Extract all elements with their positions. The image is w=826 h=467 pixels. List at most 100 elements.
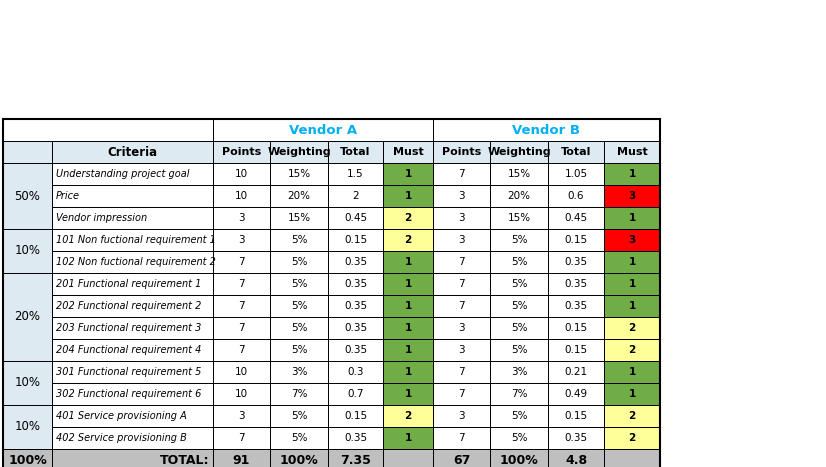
Bar [328,427,383,449]
Text: 15%: 15% [287,213,311,223]
Text: 2: 2 [405,411,411,421]
Bar [52,361,213,383]
Bar [548,427,604,449]
Bar [490,229,548,251]
Bar [604,207,660,229]
Bar [52,383,213,405]
Bar [433,163,490,185]
Bar [213,405,270,427]
Text: 5%: 5% [291,279,307,289]
Bar [270,361,328,383]
Text: 0.35: 0.35 [564,257,587,267]
Text: Points: Points [442,147,481,157]
Text: 3: 3 [629,235,636,245]
Text: 10%: 10% [15,420,40,433]
Bar [604,405,660,427]
Text: Vendor impression: Vendor impression [56,213,147,223]
Bar [604,163,660,185]
Bar [383,427,433,449]
Text: 1: 1 [405,301,411,311]
Text: 4.8: 4.8 [565,454,587,467]
Bar [328,163,383,185]
Text: 7%: 7% [291,389,307,399]
Bar [213,163,270,185]
Bar [270,383,328,405]
Text: 1: 1 [405,433,411,443]
Bar [3,119,213,141]
Bar [52,207,213,229]
Text: 0.45: 0.45 [564,213,587,223]
Bar [52,339,213,361]
Bar [433,119,660,141]
Bar [3,361,52,405]
Text: 7: 7 [458,257,465,267]
Bar [270,141,328,163]
Bar [52,317,213,339]
Text: 0.35: 0.35 [344,279,367,289]
Text: 7.35: 7.35 [340,454,371,467]
Text: 5%: 5% [510,433,527,443]
Text: 100%: 100% [8,454,47,467]
Text: 1: 1 [405,191,411,201]
Bar [383,449,433,467]
Text: TOTAL:: TOTAL: [159,454,209,467]
Bar [490,383,548,405]
Bar [383,251,433,273]
Bar [490,251,548,273]
Bar [213,119,433,141]
Text: 1: 1 [629,389,636,399]
Bar [433,273,490,295]
Bar [328,449,383,467]
Bar [433,339,490,361]
Bar [52,251,213,273]
Text: 20%: 20% [15,311,40,324]
Bar [270,207,328,229]
Bar [52,273,213,295]
Text: 7: 7 [238,433,244,443]
Text: 0.15: 0.15 [564,235,587,245]
Bar [213,427,270,449]
Bar [328,295,383,317]
Bar [604,273,660,295]
Bar [490,317,548,339]
Text: 2: 2 [629,433,636,443]
Text: 2: 2 [629,323,636,333]
Text: 7: 7 [458,389,465,399]
Bar [433,229,490,251]
Text: 402 Service provisioning B: 402 Service provisioning B [56,433,187,443]
Bar [548,449,604,467]
Bar [213,229,270,251]
Text: 101 Non fuctional requirement 1: 101 Non fuctional requirement 1 [56,235,216,245]
Bar [52,405,213,427]
Text: 20%: 20% [507,191,530,201]
Bar [270,273,328,295]
Bar [604,339,660,361]
Text: 1: 1 [405,279,411,289]
Text: Vendor A: Vendor A [289,123,357,136]
Bar [433,449,490,467]
Text: 5%: 5% [291,345,307,355]
Bar [3,229,52,273]
Text: Vendor B: Vendor B [512,123,581,136]
Text: 3: 3 [458,191,465,201]
Text: 10: 10 [235,367,248,377]
Bar [213,383,270,405]
Bar [328,273,383,295]
Bar [52,449,213,467]
Text: Weighting: Weighting [267,147,330,157]
Bar [490,141,548,163]
Bar [270,317,328,339]
Text: 3: 3 [458,213,465,223]
Text: Must: Must [617,147,648,157]
Text: 2: 2 [352,191,358,201]
Bar [270,295,328,317]
Bar [433,185,490,207]
Bar [490,405,548,427]
Bar [604,449,660,467]
Bar [270,185,328,207]
Text: 5%: 5% [291,235,307,245]
Text: 3%: 3% [291,367,307,377]
Bar [3,405,52,449]
Bar [383,185,433,207]
Text: 5%: 5% [510,235,527,245]
